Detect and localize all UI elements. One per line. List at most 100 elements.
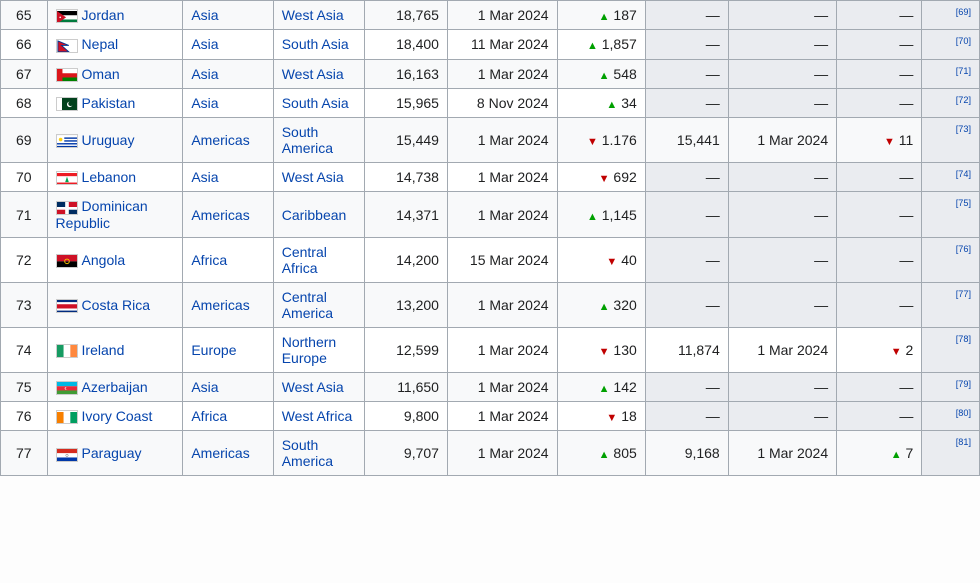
country-link[interactable]: Paraguay bbox=[82, 445, 142, 461]
country-link[interactable]: Nepal bbox=[82, 36, 119, 52]
change1-cell: ▼ 40 bbox=[557, 237, 645, 282]
reference-cell: [77] bbox=[922, 282, 980, 327]
region-cell: Africa bbox=[183, 402, 273, 431]
region-link[interactable]: Americas bbox=[191, 207, 249, 223]
subregion-link[interactable]: South America bbox=[282, 124, 333, 156]
region-link[interactable]: Asia bbox=[191, 169, 218, 185]
region-cell: Africa bbox=[183, 237, 273, 282]
reference-link[interactable]: [81] bbox=[956, 437, 971, 447]
reference-cell: [75] bbox=[922, 192, 980, 237]
date1-cell: 1 Mar 2024 bbox=[447, 431, 557, 476]
value2-cell: — bbox=[645, 88, 728, 117]
change2-cell: — bbox=[837, 59, 922, 88]
subregion-link[interactable]: South America bbox=[282, 437, 333, 469]
value1-cell: 9,707 bbox=[365, 431, 448, 476]
country-link[interactable]: Jordan bbox=[82, 7, 125, 23]
country-link[interactable]: Oman bbox=[82, 66, 120, 82]
subregion-link[interactable]: West Asia bbox=[282, 379, 344, 395]
rank-cell: 71 bbox=[1, 192, 48, 237]
subregion-cell: West Asia bbox=[273, 59, 364, 88]
table-row: 76Ivory CoastAfricaWest Africa9,8001 Mar… bbox=[1, 402, 980, 431]
reference-link[interactable]: [74] bbox=[956, 169, 971, 179]
reference-link[interactable]: [75] bbox=[956, 198, 971, 208]
value2-cell: — bbox=[645, 1, 728, 30]
subregion-link[interactable]: West Africa bbox=[282, 408, 353, 424]
reference-link[interactable]: [72] bbox=[956, 95, 971, 105]
flag-icon bbox=[56, 344, 78, 358]
reference-link[interactable]: [78] bbox=[956, 334, 971, 344]
reference-link[interactable]: [69] bbox=[956, 7, 971, 17]
region-link[interactable]: Americas bbox=[191, 132, 249, 148]
country-cell: Costa Rica bbox=[47, 282, 183, 327]
flag-icon bbox=[56, 171, 78, 185]
change2-cell: — bbox=[837, 237, 922, 282]
rank-cell: 68 bbox=[1, 88, 48, 117]
reference-cell: [81] bbox=[922, 431, 980, 476]
table-row: 77ParaguayAmericasSouth America9,7071 Ma… bbox=[1, 431, 980, 476]
rank-cell: 65 bbox=[1, 1, 48, 30]
date1-cell: 15 Mar 2024 bbox=[447, 237, 557, 282]
flag-icon bbox=[56, 410, 78, 424]
date2-cell: 1 Mar 2024 bbox=[728, 431, 836, 476]
region-cell: Americas bbox=[183, 431, 273, 476]
subregion-link[interactable]: Caribbean bbox=[282, 207, 347, 223]
country-link[interactable]: Costa Rica bbox=[82, 297, 150, 313]
flag-icon bbox=[56, 97, 78, 111]
date1-cell: 1 Mar 2024 bbox=[447, 59, 557, 88]
country-link[interactable]: Azerbaijan bbox=[82, 379, 148, 395]
up-triangle-icon: ▲ bbox=[587, 211, 598, 223]
up-triangle-icon: ▲ bbox=[599, 70, 610, 82]
subregion-link[interactable]: West Asia bbox=[282, 66, 344, 82]
date2-cell: — bbox=[728, 30, 836, 59]
reference-link[interactable]: [70] bbox=[956, 36, 971, 46]
change1-cell: ▼ 130 bbox=[557, 327, 645, 372]
region-link[interactable]: Asia bbox=[191, 36, 218, 52]
subregion-link[interactable]: Central America bbox=[282, 289, 333, 321]
reference-link[interactable]: [80] bbox=[956, 408, 971, 418]
country-link[interactable]: Ivory Coast bbox=[82, 408, 153, 424]
date2-cell: — bbox=[728, 402, 836, 431]
region-link[interactable]: Asia bbox=[191, 379, 218, 395]
region-link[interactable]: Africa bbox=[191, 408, 227, 424]
date1-cell: 11 Mar 2024 bbox=[447, 30, 557, 59]
region-link[interactable]: Asia bbox=[191, 7, 218, 23]
date1-cell: 1 Mar 2024 bbox=[447, 327, 557, 372]
subregion-link[interactable]: Central Africa bbox=[282, 244, 327, 276]
subregion-cell: West Asia bbox=[273, 163, 364, 192]
subregion-link[interactable]: Northern Europe bbox=[282, 334, 336, 366]
subregion-link[interactable]: South Asia bbox=[282, 36, 349, 52]
country-link[interactable]: Uruguay bbox=[82, 132, 135, 148]
region-link[interactable]: Europe bbox=[191, 342, 236, 358]
region-link[interactable]: Americas bbox=[191, 445, 249, 461]
change2-cell: — bbox=[837, 402, 922, 431]
reference-link[interactable]: [79] bbox=[956, 379, 971, 389]
value1-cell: 14,738 bbox=[365, 163, 448, 192]
region-link[interactable]: Africa bbox=[191, 252, 227, 268]
region-cell: Americas bbox=[183, 118, 273, 163]
flag-icon bbox=[56, 68, 78, 82]
region-link[interactable]: Asia bbox=[191, 66, 218, 82]
rank-cell: 74 bbox=[1, 327, 48, 372]
region-link[interactable]: Asia bbox=[191, 95, 218, 111]
reference-link[interactable]: [76] bbox=[956, 244, 971, 254]
change1-cell: ▲ 805 bbox=[557, 431, 645, 476]
country-link[interactable]: Pakistan bbox=[82, 95, 136, 111]
region-link[interactable]: Americas bbox=[191, 297, 249, 313]
reference-link[interactable]: [73] bbox=[956, 124, 971, 134]
region-cell: Americas bbox=[183, 192, 273, 237]
country-link[interactable]: Lebanon bbox=[82, 169, 137, 185]
reference-link[interactable]: [71] bbox=[956, 66, 971, 76]
table-row: 75AzerbaijanAsiaWest Asia11,6501 Mar 202… bbox=[1, 372, 980, 401]
country-link[interactable]: Angola bbox=[82, 252, 126, 268]
value1-cell: 12,599 bbox=[365, 327, 448, 372]
subregion-link[interactable]: South Asia bbox=[282, 95, 349, 111]
reference-link[interactable]: [77] bbox=[956, 289, 971, 299]
change2-cell: — bbox=[837, 1, 922, 30]
subregion-link[interactable]: West Asia bbox=[282, 169, 344, 185]
region-cell: Asia bbox=[183, 59, 273, 88]
subregion-link[interactable]: West Asia bbox=[282, 7, 344, 23]
country-link[interactable]: Ireland bbox=[82, 342, 125, 358]
flag-icon bbox=[56, 134, 78, 148]
date2-cell: 1 Mar 2024 bbox=[728, 327, 836, 372]
subregion-cell: South Asia bbox=[273, 88, 364, 117]
